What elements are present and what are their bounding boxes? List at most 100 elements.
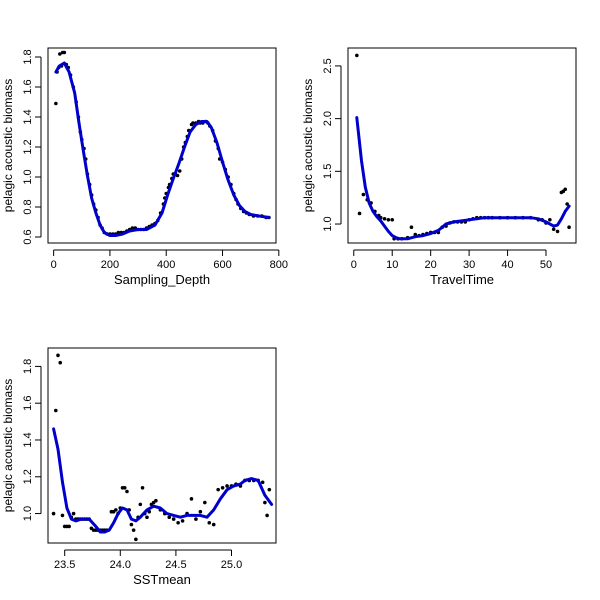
y-tick-label: 1.6 (22, 396, 34, 411)
data-point (138, 502, 143, 507)
data-point (263, 500, 267, 505)
chart-panel-2: 0 10 20 30 40 50 1.0 1.5 2.0 2.5 TravelTime pelagic… (301, 47, 577, 287)
y-tick-label: 2.0 (322, 111, 334, 126)
y-tick-label: 1.8 (22, 359, 34, 374)
data-point (140, 486, 145, 490)
data-point (58, 360, 63, 365)
x-tick-label: 20 (425, 259, 437, 271)
x-axis-label: SSTmean (133, 572, 191, 587)
y-tick-label: 1.5 (322, 164, 334, 179)
data-point (567, 225, 571, 229)
x-tick-label: 23.5 (54, 559, 75, 571)
data-point (67, 524, 71, 529)
data-point (194, 517, 198, 521)
fit-line (355, 116, 571, 241)
x-tick-label: 24.0 (110, 559, 131, 571)
x-tick-label: 50 (540, 259, 552, 271)
x-tick-label: 25.0 (221, 559, 242, 571)
data-point (216, 487, 220, 492)
data-point (56, 353, 60, 358)
data-point (386, 218, 391, 222)
data-point (548, 218, 552, 222)
data-point (260, 480, 265, 485)
data-point (198, 509, 203, 514)
plot-frame (47, 47, 277, 244)
data-point (361, 192, 366, 197)
data-point (134, 537, 138, 542)
x-tick-label: 400 (157, 259, 175, 271)
x-tick-label: 200 (101, 259, 119, 271)
y-tick-label: 1.0 (322, 216, 334, 231)
y-axis-label: pelagic acoustic biomass (1, 79, 15, 212)
y-tick-label: 0.8 (22, 199, 34, 214)
data-point (131, 528, 136, 532)
data-point (154, 498, 158, 503)
data-point (563, 187, 568, 192)
y-tick-label: 0.6 (22, 229, 34, 244)
data-point (129, 522, 134, 527)
data-point (191, 121, 195, 125)
data-point (51, 511, 56, 516)
data-point (175, 173, 180, 178)
y-tick-label: 1.0 (22, 506, 34, 521)
data-point (265, 513, 269, 518)
plot-frame (47, 347, 277, 544)
data-point (220, 486, 225, 490)
x-tick-label: 800 (270, 259, 288, 271)
data-point (211, 522, 216, 527)
data-point (114, 508, 118, 512)
data-point (390, 218, 395, 222)
x-tick-label: 600 (213, 259, 231, 271)
x-tick-label: 0 (351, 259, 357, 271)
data-point (122, 486, 127, 490)
x-axis-label: Sampling_Depth (114, 272, 210, 287)
data-point (551, 227, 556, 232)
data-point (203, 500, 207, 505)
data-point (60, 513, 65, 518)
y-tick-label: 1.6 (22, 79, 34, 94)
data-point (207, 520, 212, 525)
data-point (54, 101, 58, 106)
y-axis-label: pelagic acoustic biomass (301, 79, 315, 212)
data-point (355, 53, 359, 58)
data-point (177, 169, 182, 173)
data-point (145, 515, 149, 520)
data-point (565, 202, 569, 206)
data-point (176, 520, 180, 525)
y-axis-label: pelagic acoustic biomass (1, 379, 15, 512)
y-tick-label: 1.2 (22, 139, 34, 154)
data-point (53, 408, 58, 413)
x-tick-label: 40 (501, 259, 513, 271)
data-point (71, 511, 76, 516)
data-point (171, 517, 176, 521)
y-tick-label: 1.4 (22, 109, 34, 124)
data-point (267, 487, 272, 492)
chart-panel-3: 23.5 24.0 24.5 25.0 1.0 1.2 1.4 1.6 1.8 SSTmean pe… (1, 347, 277, 587)
data-point (180, 519, 185, 523)
y-tick-label: 2.5 (322, 58, 334, 73)
x-tick-label: 10 (386, 259, 398, 271)
x-axis-label: TravelTime (430, 272, 494, 287)
fit-line (54, 61, 271, 237)
data-point (357, 211, 362, 216)
data-point (167, 515, 172, 520)
data-point (125, 489, 129, 494)
data-point (409, 225, 414, 229)
x-tick-label: 0 (51, 259, 57, 271)
data-point (62, 50, 67, 55)
y-tick-label: 1.8 (22, 49, 34, 64)
y-tick-label: 1.2 (22, 469, 34, 484)
y-tick-label: 1.4 (22, 432, 34, 447)
data-point (58, 52, 62, 56)
data-point (225, 484, 229, 488)
plot-frame (347, 47, 577, 244)
fit-line (52, 427, 274, 534)
data-point (382, 216, 387, 221)
data-point (189, 497, 194, 501)
x-tick-label: 30 (463, 259, 475, 271)
y-tick-label: 1.0 (22, 169, 34, 184)
chart-panel-1: 0 200 400 600 800 0.6 0.8 1.0 1.2 1.4 1.6 1.8 Sampli… (1, 47, 288, 287)
x-tick-label: 24.5 (165, 559, 186, 571)
data-point (555, 229, 560, 234)
